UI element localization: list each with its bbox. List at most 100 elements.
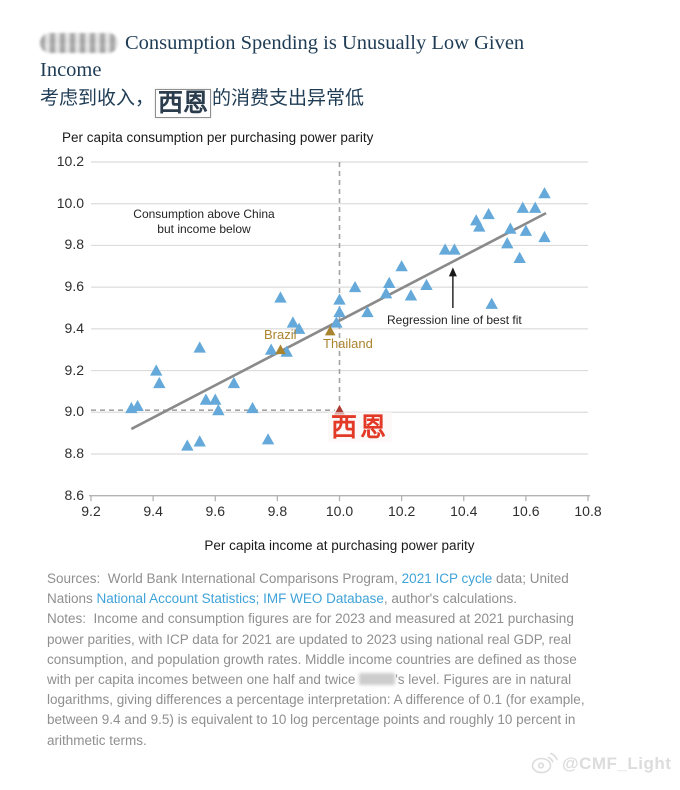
note-line: Sources: World Bank International Compar… [47,569,643,589]
note-text: Sources: World Bank International Compar… [47,571,402,586]
x-tick-label: 9.6 [205,503,225,519]
annotation-consumption-line1: Consumption above China [133,207,275,221]
data-point-triangle [261,433,275,445]
note-text: between 9.4 and 9.5) is equivalent to 10… [47,712,576,728]
data-point-triangle [513,251,526,263]
watermark: @CMF_Light [531,751,671,776]
x-axis-title: Per capita income at purchasing power pa… [204,538,475,553]
data-point-triangle [485,297,498,309]
y-tick-label: 9.8 [64,236,84,253]
data-point-triangle [209,393,222,405]
annotation-consumption-above-china: Consumption above China but income below [114,207,294,236]
thailand-label: Thailand [323,336,373,351]
x-tick-label: 10.0 [325,503,354,519]
data-point-triangle [193,341,206,353]
data-point-triangle [181,439,194,451]
y-tick-label: 9.2 [64,361,84,378]
y-tick-label: 8.6 [64,486,84,503]
note-line: Nations National Account Statistics; IMF… [47,589,643,609]
x-tick-label: 10.4 [450,503,478,519]
note-text: with per capita incomes between one half… [47,672,360,688]
data-point-thailand [324,325,336,336]
data-point-triangle [482,207,495,220]
data-point-triangle [125,401,138,414]
title-line1: Consumption Spending is Unusually Low Gi… [40,30,620,57]
data-point-triangle [227,376,241,389]
note-text: Notes: Income and consumption figures ar… [47,611,574,627]
data-point-triangle [131,399,144,412]
source-link[interactable]: 2021 ICP cycle [401,571,493,586]
data-point-triangle [538,230,551,243]
annotation-consumption-line2: but income below [157,221,251,236]
data-point-triangle [504,222,517,234]
page-title: Consumption Spending is Unusually Low Gi… [40,30,620,84]
y-tick-label: 9.0 [64,403,84,420]
data-point-triangle [150,364,163,376]
note-line: arithmetic terms. [47,731,643,751]
subtitle-sticker: 西恩 [155,89,212,118]
data-point-triangle [153,376,166,389]
data-point-triangle [383,276,396,288]
data-point-triangle [404,289,418,301]
data-point-triangle [199,393,213,405]
data-point-triangle [469,214,483,226]
data-point-triangle [438,243,452,255]
y-tick-label: 8.8 [64,444,84,461]
data-point-triangle [501,237,514,249]
data-point-triangle [448,243,461,255]
data-point-triangle [212,403,225,416]
subtitle-post: 的消费支出异常低 [212,88,365,109]
brazil-label: Brazil [264,327,297,342]
data-point-triangle [333,293,346,305]
data-point-triangle [330,316,343,328]
china-red-label: 西恩 [328,412,393,442]
watermark-handle: @CMF_Light [562,753,672,773]
y-tick-label: 9.6 [64,278,84,295]
data-point-triangle [361,305,374,318]
note-line: between 9.4 and 9.5) is equivalent to 10… [47,710,643,730]
weibo-icon [531,752,558,774]
x-tick-label: 10.2 [388,503,416,519]
data-point-triangle [264,343,278,355]
note-text: consumption, and population growth rates… [47,651,577,667]
data-point-triangle [516,201,529,213]
data-point-triangle [274,291,287,303]
data-point-brazil [275,344,286,355]
note-line: power parities, with ICP data for 2021 a… [47,630,643,650]
note-line: logarithms, giving differences a percent… [47,690,643,710]
data-point-triangle [538,187,551,199]
note-line: with per capita incomes between one half… [47,670,643,690]
y-tick-label: 10.0 [56,194,84,211]
regression-arrow-head [448,267,457,277]
data-point-triangle [420,278,433,291]
note-text: logarithms, giving differences a percent… [47,692,585,708]
source-link[interactable]: National Account Statistics; IMF WEO Dat… [96,591,384,607]
note-text: power parities, with ICP data for 2021 a… [47,631,572,647]
note-text: , author's calculations. [383,591,518,607]
data-point-triangle [473,220,486,232]
note-text: 's level. Figures are in natural [395,672,572,688]
x-tick-label: 10.8 [574,503,602,519]
note-text: data; United [492,571,569,586]
data-point-triangle [395,260,408,272]
subtitle-pre: 考虑到收入， [40,88,155,109]
annotation-regression-line: Regression line of best fit [387,313,522,327]
censored-word-blur [40,33,118,53]
data-point-triangle [379,287,393,299]
data-point-triangle [333,305,346,318]
y-tick-label: 10.2 [56,153,84,169]
y-tick-label: 9.4 [64,319,84,336]
data-point-triangle [348,280,362,293]
data-point-triangle [528,201,542,213]
data-point-triangle [193,435,206,447]
note-text: Nations [47,591,97,607]
data-point-triangle [246,401,259,414]
data-point-triangle [286,316,300,328]
data-point-triangle [519,224,533,236]
title-line1-text: Consumption Spending is Unusually Low Gi… [125,32,525,54]
note-text: arithmetic terms. [47,732,147,748]
data-point-triangle [280,345,293,357]
x-tick-label: 9.4 [143,503,163,519]
title-line2-text: Income [40,59,102,81]
